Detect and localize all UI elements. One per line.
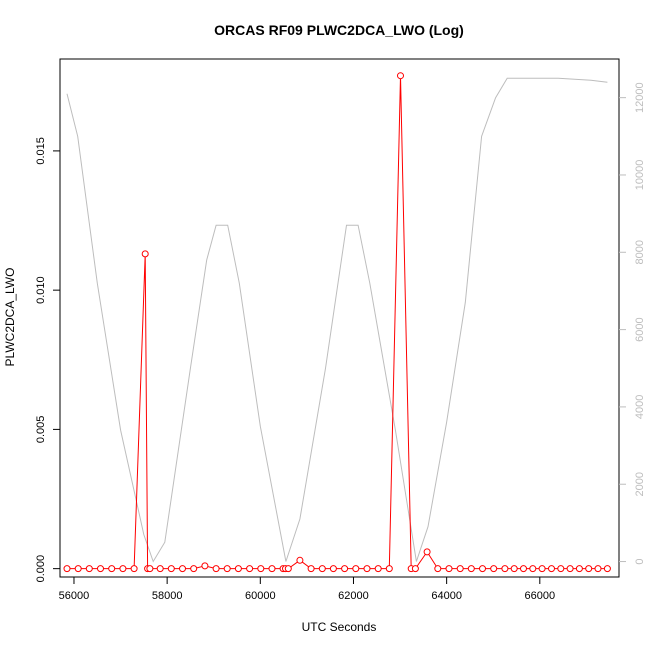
data-point — [385, 565, 393, 573]
data-point — [234, 565, 242, 573]
data-point — [520, 565, 527, 573]
data-point — [575, 565, 583, 573]
data-point — [490, 565, 498, 573]
data-point — [352, 565, 360, 573]
y2-tick-label: 8000 — [634, 240, 646, 264]
data-point — [119, 565, 127, 573]
data-point — [374, 565, 382, 573]
data-point — [603, 565, 611, 573]
x-axis-label: UTC Seconds — [302, 620, 377, 634]
data-point — [557, 565, 565, 573]
data-point — [179, 565, 186, 573]
x-tick-label: 60000 — [245, 590, 276, 602]
data-point — [479, 565, 486, 573]
data-point — [585, 565, 593, 573]
y-tick-label: 0.010 — [35, 276, 47, 304]
data-point — [130, 565, 138, 573]
y-tick-label: 0.005 — [35, 416, 47, 444]
data-point — [456, 565, 464, 573]
series-layer — [63, 72, 611, 573]
data-point — [529, 565, 537, 573]
y2-tick-label: 4000 — [634, 395, 646, 419]
data-point — [538, 565, 546, 573]
y2-tick-label: 0 — [634, 558, 646, 564]
y2-tick-label: 2000 — [634, 472, 646, 496]
plot-frame — [59, 58, 620, 578]
data-point — [212, 565, 220, 573]
data-point — [318, 565, 326, 573]
data-point — [397, 72, 404, 80]
data-point — [566, 565, 574, 573]
data-point — [257, 565, 265, 573]
data-point — [246, 565, 254, 573]
data-point — [296, 556, 304, 564]
x-tick-label: 62000 — [338, 590, 369, 602]
data-point — [467, 565, 475, 573]
data-point — [223, 565, 231, 573]
data-point — [268, 565, 276, 573]
data-point — [108, 565, 116, 573]
data-point — [63, 565, 71, 573]
y-axis-label: PLWC2DCA_LWO — [3, 268, 17, 367]
data-point — [445, 565, 453, 573]
data-point — [341, 565, 349, 573]
series-line-primary — [67, 75, 608, 570]
y2-tick-label: 12000 — [634, 82, 646, 113]
data-point — [423, 548, 431, 556]
x-tick-label: 56000 — [59, 590, 90, 602]
data-point — [190, 565, 198, 573]
x-tick-label: 64000 — [431, 590, 462, 602]
data-point — [141, 250, 149, 258]
data-point — [74, 565, 82, 573]
data-point — [156, 565, 164, 573]
data-point — [167, 565, 175, 573]
data-point — [85, 565, 93, 573]
data-point — [548, 565, 555, 573]
data-point — [434, 565, 442, 573]
chart-title: ORCAS RF09 PLWC2DCA_LWO (Log) — [214, 22, 464, 38]
data-point — [363, 565, 371, 573]
data-point — [501, 565, 509, 573]
data-point — [594, 565, 602, 573]
y2-tick-label: 10000 — [634, 160, 646, 191]
x-axis: 56000 58000 60000 62000 64000 66000 — [59, 577, 555, 602]
series-line-secondary — [66, 77, 608, 563]
data-point — [201, 562, 209, 570]
data-point — [146, 565, 154, 573]
y-tick-label: 0.000 — [35, 555, 47, 583]
data-point — [97, 565, 104, 573]
data-point — [307, 565, 315, 573]
y2-tick-label: 6000 — [634, 317, 646, 341]
x-tick-label: 66000 — [525, 590, 556, 602]
y-axis: 0.000 0.005 0.010 0.015 — [35, 137, 60, 582]
data-point — [510, 565, 518, 573]
y-tick-label: 0.015 — [35, 137, 47, 165]
x-tick-label: 58000 — [152, 590, 183, 602]
data-point — [284, 565, 292, 573]
data-point — [411, 565, 419, 573]
data-point — [329, 565, 337, 573]
y-axis-right: 0 2000 4000 6000 8000 10000 12000 — [619, 82, 646, 565]
